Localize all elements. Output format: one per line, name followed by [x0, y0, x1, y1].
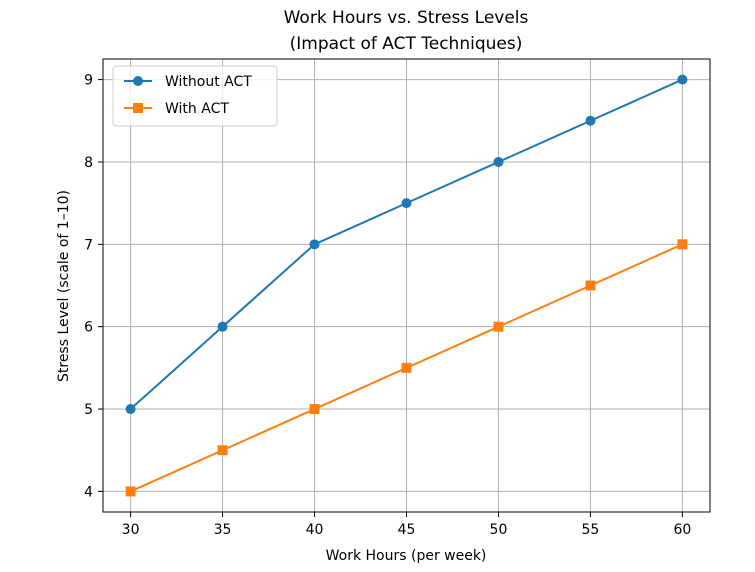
y-axis-label: Stress Level (scale of 1–10)	[56, 190, 72, 382]
x-axis-ticks: 30 35 40 45 50 55 60	[122, 512, 691, 538]
data-point-with-act	[125, 486, 136, 497]
data-point-with-act	[677, 239, 688, 250]
y-tick-label: 5	[84, 402, 93, 418]
data-point-with-act	[401, 362, 412, 373]
data-point-without-act	[585, 115, 596, 126]
x-tick-label: 35	[214, 522, 232, 538]
legend-marker-without-act	[133, 76, 143, 86]
y-tick-label: 9	[84, 73, 93, 89]
series-layer	[125, 74, 688, 497]
data-point-with-act	[585, 280, 596, 291]
data-point-without-act	[217, 321, 228, 332]
chart-title-line1: Work Hours vs. Stress Levels	[284, 8, 529, 28]
legend-label-with-act: With ACT	[165, 101, 229, 117]
legend: Without ACT With ACT	[112, 65, 278, 127]
data-point-without-act	[493, 156, 504, 167]
data-point-with-act	[493, 321, 504, 332]
x-tick-label: 30	[122, 522, 140, 538]
series-with-act	[125, 239, 688, 497]
y-tick-label: 4	[84, 484, 93, 500]
x-tick-label: 45	[398, 522, 416, 538]
data-point-without-act	[677, 74, 688, 85]
y-tick-label: 8	[84, 155, 93, 171]
grid-lines	[103, 59, 710, 512]
x-tick-label: 60	[673, 522, 691, 538]
data-point-without-act	[309, 239, 320, 250]
x-tick-label: 55	[582, 522, 600, 538]
x-tick-label: 50	[490, 522, 508, 538]
y-tick-label: 7	[84, 237, 93, 253]
data-point-without-act	[401, 198, 412, 209]
series-without-act	[125, 74, 688, 415]
y-axis-ticks: 4 5 6 7 8 9	[84, 73, 103, 500]
x-tick-label: 40	[306, 522, 324, 538]
data-point-with-act	[309, 404, 320, 415]
data-point-without-act	[125, 404, 136, 415]
y-tick-label: 6	[84, 320, 93, 336]
chart-title-line2: (Impact of ACT Techniques)	[290, 34, 523, 54]
x-axis-label: Work Hours (per week)	[326, 548, 487, 564]
legend-label-without-act: Without ACT	[165, 74, 252, 90]
data-point-with-act	[217, 445, 228, 456]
legend-marker-with-act	[133, 103, 143, 113]
legend-box	[112, 65, 278, 127]
